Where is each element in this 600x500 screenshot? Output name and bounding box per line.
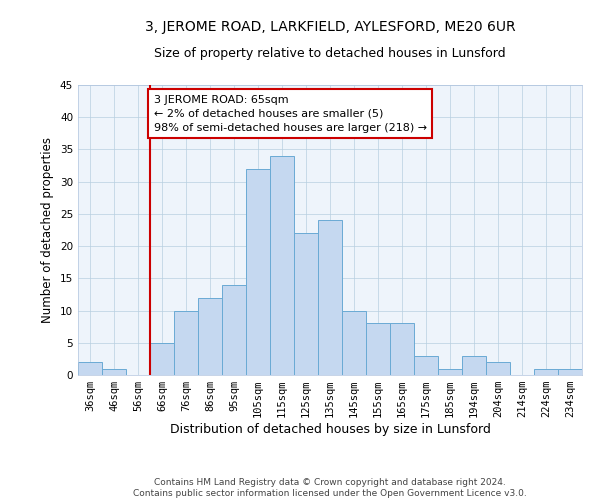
Bar	[270, 156, 294, 375]
Bar	[366, 324, 390, 375]
Bar	[438, 368, 462, 375]
Bar	[486, 362, 510, 375]
X-axis label: Distribution of detached houses by size in Lunsford: Distribution of detached houses by size …	[170, 423, 490, 436]
Bar	[198, 298, 222, 375]
Bar	[294, 233, 318, 375]
Text: Size of property relative to detached houses in Lunsford: Size of property relative to detached ho…	[154, 48, 506, 60]
Bar	[246, 169, 270, 375]
Bar	[342, 310, 366, 375]
Text: Contains HM Land Registry data © Crown copyright and database right 2024.
Contai: Contains HM Land Registry data © Crown c…	[133, 478, 527, 498]
Bar	[558, 368, 582, 375]
Text: 3, JEROME ROAD, LARKFIELD, AYLESFORD, ME20 6UR: 3, JEROME ROAD, LARKFIELD, AYLESFORD, ME…	[145, 20, 515, 34]
Bar	[534, 368, 558, 375]
Bar	[222, 285, 246, 375]
Bar	[318, 220, 342, 375]
Bar	[462, 356, 486, 375]
Bar	[150, 343, 174, 375]
Bar	[390, 324, 414, 375]
Text: 3 JEROME ROAD: 65sqm
← 2% of detached houses are smaller (5)
98% of semi-detache: 3 JEROME ROAD: 65sqm ← 2% of detached ho…	[154, 94, 427, 132]
Y-axis label: Number of detached properties: Number of detached properties	[41, 137, 55, 323]
Bar	[102, 368, 126, 375]
Bar	[414, 356, 438, 375]
Bar	[174, 310, 198, 375]
Bar	[78, 362, 102, 375]
